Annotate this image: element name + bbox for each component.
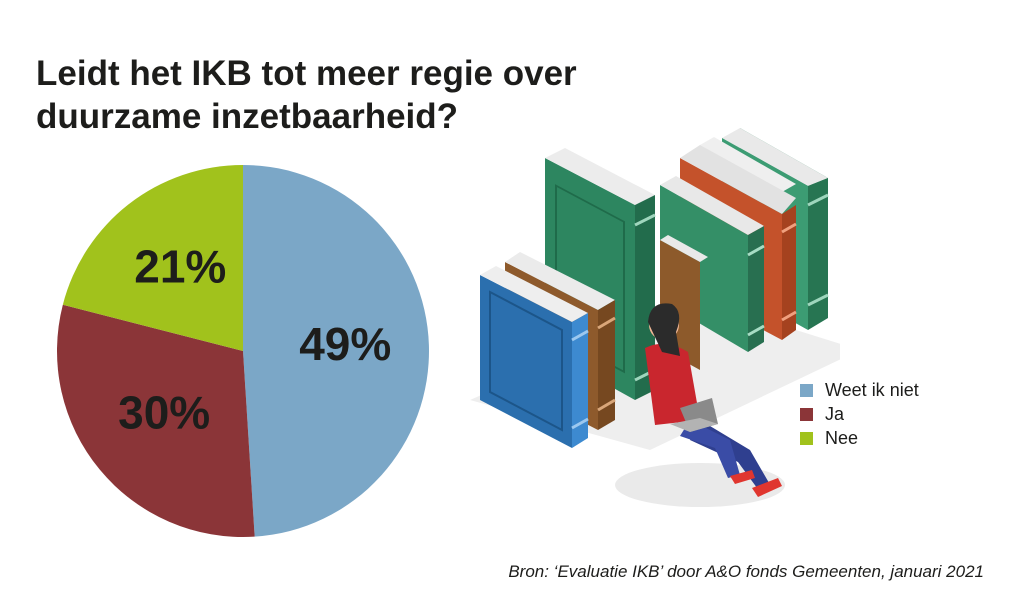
pie-slice-nee [62, 165, 243, 351]
person-with-laptop-icon [645, 303, 782, 497]
legend-swatch-nee [800, 431, 813, 445]
legend-item-nee: Nee [800, 426, 919, 450]
chart-title-line-2: duurzame inzetbaarheid? [36, 97, 459, 136]
legend-item-ja: Ja [800, 402, 919, 426]
legend: Weet ik niet Ja Nee [800, 378, 919, 450]
pie-chart: 49% 30% 21% [56, 165, 430, 537]
legend-label-weet-ik-niet: Weet ik niet [825, 379, 919, 400]
legend-swatch-weet-ik-niet [800, 383, 813, 397]
books-reader-illustration [470, 128, 840, 507]
pie-label-weet-ik-niet: 49% [299, 318, 391, 370]
pie-slice-ja [56, 304, 255, 537]
pie-label-nee: 21% [134, 240, 226, 292]
chart-title-line-1: Leidt het IKB tot meer regie over [36, 54, 577, 93]
legend-swatch-ja [800, 407, 813, 421]
pie-slice-weet-ik-niet [243, 165, 430, 537]
legend-label-nee: Nee [825, 427, 859, 448]
source-note: Bron: ‘Evaluatie IKB’ door A&O fonds Gem… [508, 562, 984, 581]
pie-slices [56, 165, 430, 537]
book-blue-icon [480, 266, 589, 448]
legend-label-ja: Ja [825, 403, 845, 424]
pie-label-ja: 30% [118, 386, 210, 438]
chart-title: Leidt het IKB tot meer regie over duurza… [36, 52, 656, 138]
legend-item-weet-ik-niet: Weet ik niet [800, 378, 919, 402]
pie-labels: 49% 30% 21% [118, 240, 391, 438]
